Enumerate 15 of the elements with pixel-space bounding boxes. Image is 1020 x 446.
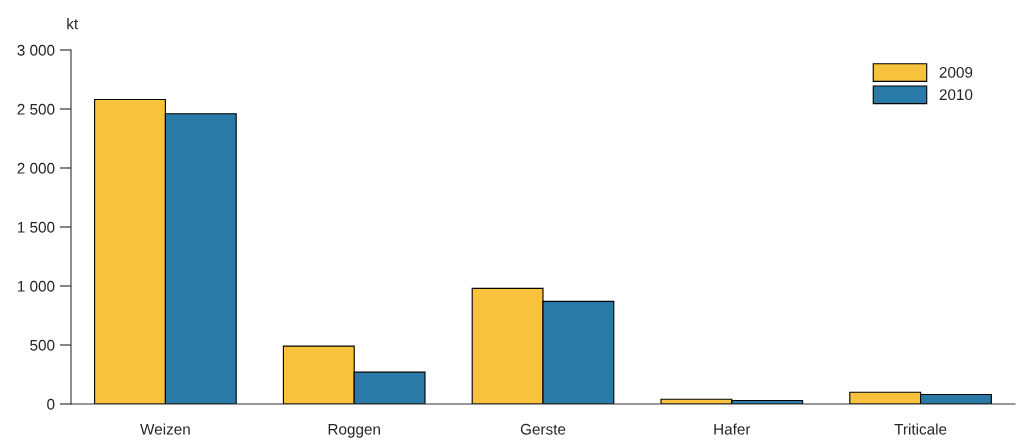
x-tick-label: Roggen [328,424,380,438]
y-tick-label: 1 000 [17,280,55,292]
y-axis-title: kt [67,18,79,30]
legend-label: 2009 [939,66,973,78]
legend-label: 2010 [939,89,973,101]
x-tick-label: Triticale [894,423,947,435]
x-tick-label: Weizen [140,423,190,435]
y-tick-label: 3 000 [17,44,55,56]
y-tick-label: 2 500 [17,103,55,115]
y-tick-label: 1 500 [17,221,55,233]
x-tick-label: Gerste [520,423,566,435]
y-tick-label: 0 [47,398,55,410]
y-tick-label: 2 000 [17,162,55,174]
x-tick-label: Hafer [714,423,751,435]
y-tick-label: 500 [30,339,55,351]
